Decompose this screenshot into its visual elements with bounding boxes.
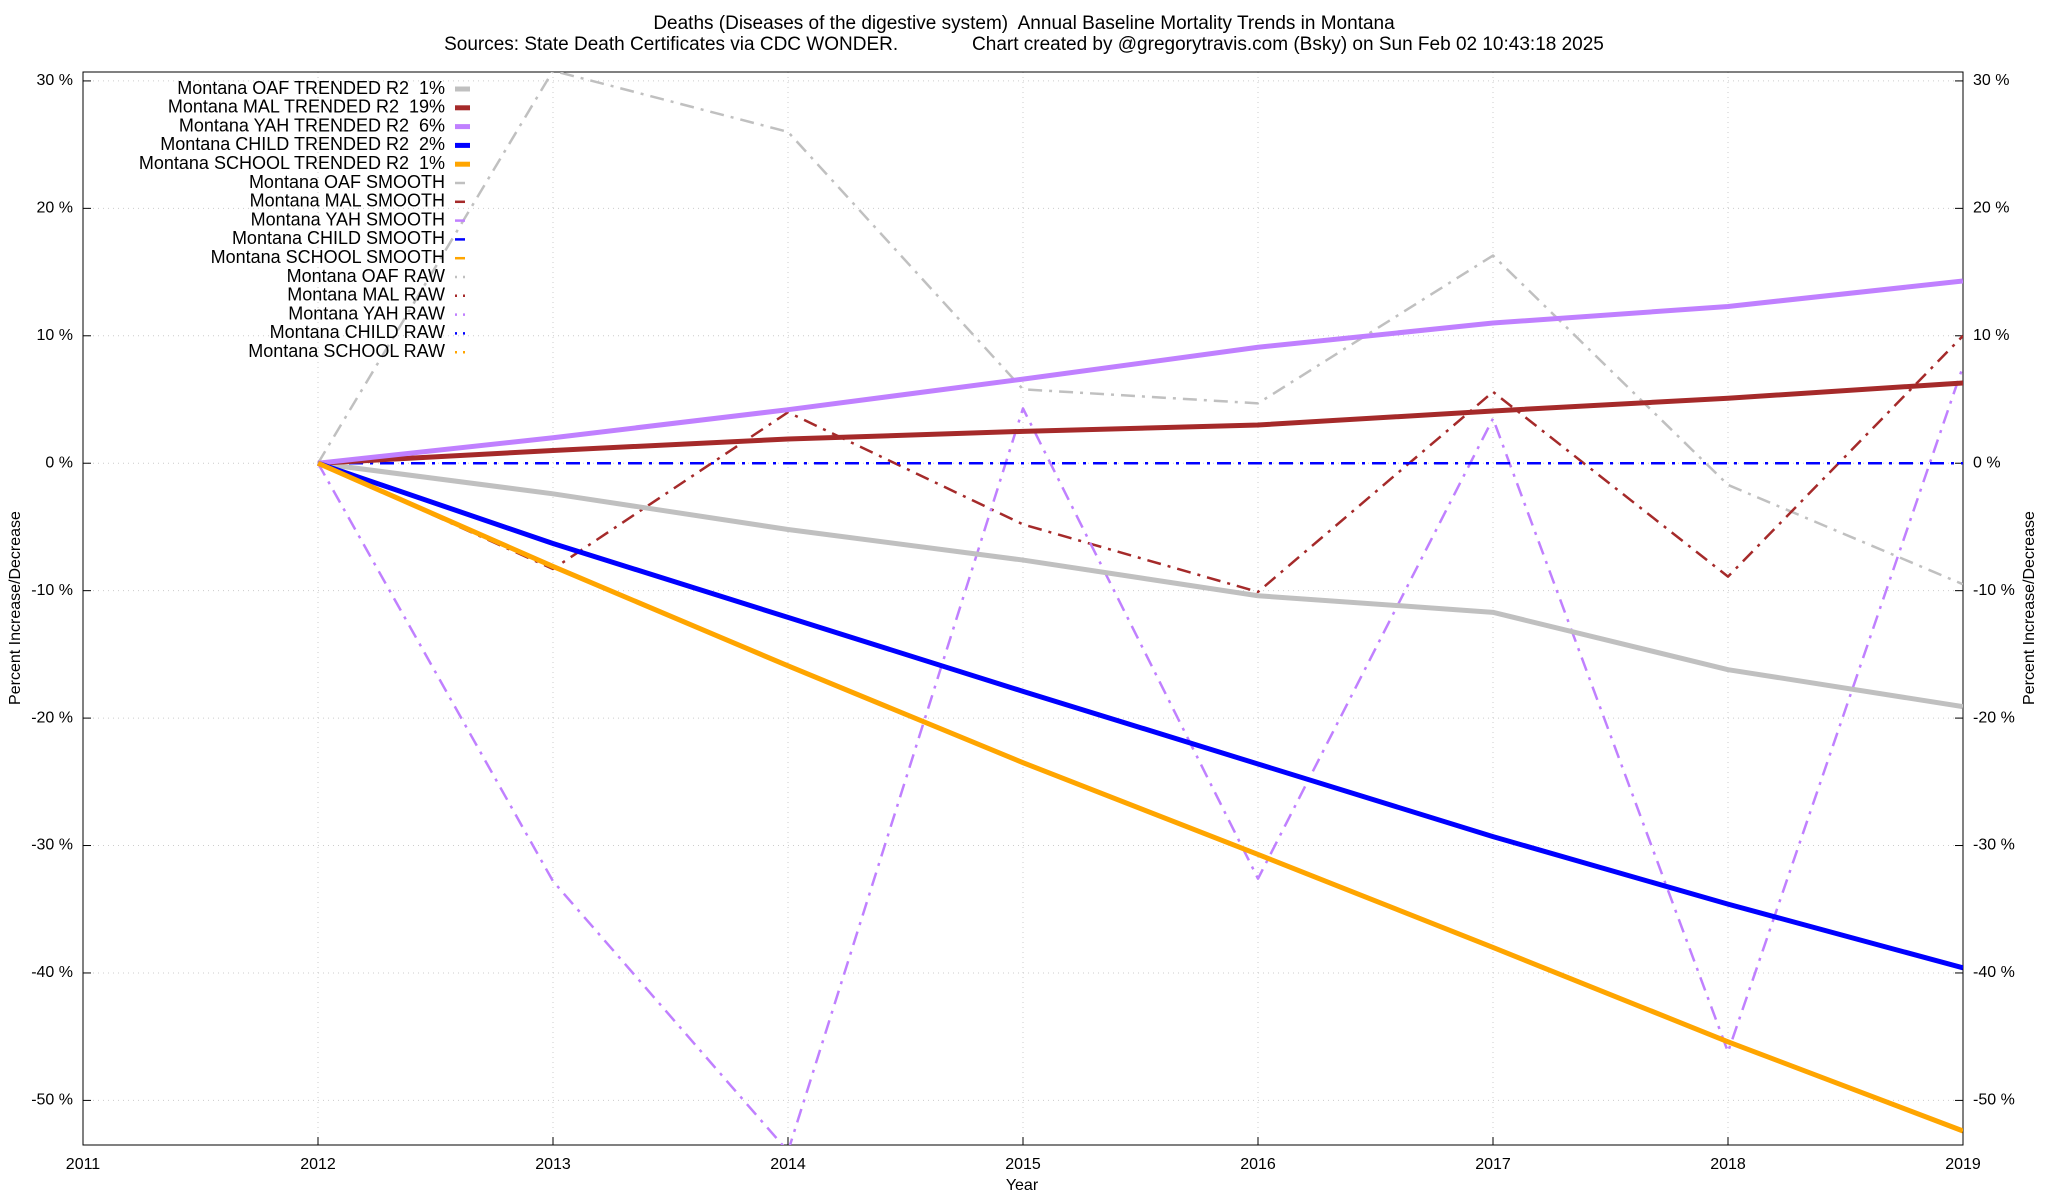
y2-tick-label: 30 % (1973, 72, 2009, 89)
legend-label: Montana OAF RAW (287, 266, 445, 286)
x-tick-label: 2012 (300, 1156, 336, 1173)
legend-label: Montana MAL TRENDED R2 19% (168, 97, 445, 117)
y-tick-label: 0 % (45, 454, 73, 471)
legend-label: Montana YAH SMOOTH (251, 209, 445, 229)
legend-label: Montana SCHOOL RAW (248, 341, 445, 361)
y-tick-label: 30 % (37, 72, 73, 89)
y2-tick-label: -50 % (1973, 1092, 2015, 1109)
x-tick-label: 2018 (1710, 1156, 1746, 1173)
series-line (316, 365, 1963, 1145)
chart-title: Deaths (Diseases of the digestive system… (653, 13, 1395, 34)
y-tick-label: -10 % (31, 582, 73, 599)
legend-label: Montana YAH RAW (288, 303, 445, 323)
series-line (317, 278, 1963, 466)
legend-label: Montana MAL RAW (287, 285, 445, 305)
y2-tick-label: 20 % (1973, 200, 2009, 217)
x-tick-label: 2017 (1475, 1156, 1511, 1173)
legend-label: Montana YAH TRENDED R2 6% (179, 115, 445, 135)
plot-frame (82, 71, 1964, 1146)
x-tick-label: 2014 (770, 1156, 806, 1173)
x-tick-label: 2013 (535, 1156, 571, 1173)
legend-label: Montana SCHOOL SMOOTH (211, 247, 445, 267)
legend-label: Montana CHILD SMOOTH (232, 228, 445, 248)
y2-tick-label: 10 % (1973, 327, 2009, 344)
chart-subtitle: Sources: State Death Certificates via CD… (444, 34, 1604, 55)
y-axis-label: Percent Increase/Decrease (7, 511, 24, 705)
y-tick-label: -50 % (31, 1092, 73, 1109)
x-tick-label: 2011 (66, 1156, 101, 1173)
legend-label: Montana SCHOOL TRENDED R2 1% (139, 153, 445, 173)
series-line (316, 460, 1963, 1134)
legend-label: Montana MAL SMOOTH (250, 191, 445, 211)
y-tick-label: -40 % (31, 964, 73, 981)
y-tick-label: 20 % (37, 200, 73, 217)
series-line (317, 460, 1963, 710)
x-axis-label: Year (1006, 1177, 1039, 1194)
y2-tick-label: -30 % (1973, 837, 2015, 854)
y2-tick-label: -20 % (1973, 709, 2015, 726)
y2-tick-label: -40 % (1973, 964, 2015, 981)
series-line (317, 380, 1963, 466)
series-line (317, 460, 1963, 971)
legend-label: Montana OAF TRENDED R2 1% (177, 78, 445, 98)
y-tick-label: -20 % (31, 709, 73, 726)
y2-axis-label: Percent Increase/Decrease (2021, 511, 2038, 705)
legend-label: Montana OAF SMOOTH (249, 172, 445, 192)
y-tick-label: -30 % (31, 837, 73, 854)
y2-tick-label: -10 % (1973, 582, 2015, 599)
plot-area (316, 72, 1963, 1145)
y-tick-label: 10 % (37, 327, 73, 344)
x-tick-label: 2015 (1005, 1156, 1041, 1173)
series-line (317, 334, 1963, 594)
y2-tick-label: 0 % (1973, 454, 2001, 471)
x-tick-label: 2016 (1240, 1156, 1276, 1173)
legend-label: Montana CHILD TRENDED R2 2% (160, 134, 445, 154)
x-tick-label: 2019 (1945, 1156, 1981, 1173)
series-line (316, 72, 1963, 586)
legend-label: Montana CHILD RAW (270, 322, 445, 342)
